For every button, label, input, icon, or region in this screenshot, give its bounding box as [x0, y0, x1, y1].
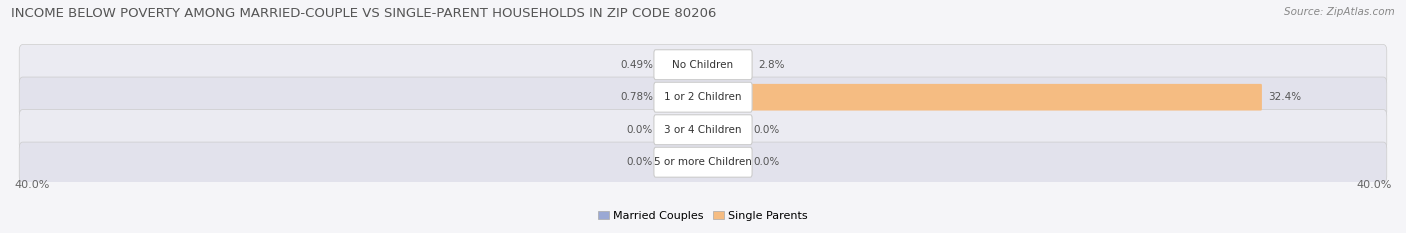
Text: 0.0%: 0.0%	[627, 125, 652, 135]
Text: 1 or 2 Children: 1 or 2 Children	[664, 92, 742, 102]
FancyBboxPatch shape	[702, 84, 1263, 110]
FancyBboxPatch shape	[659, 116, 704, 143]
FancyBboxPatch shape	[659, 51, 704, 78]
Text: 2.8%: 2.8%	[758, 60, 785, 70]
FancyBboxPatch shape	[20, 45, 1386, 85]
FancyBboxPatch shape	[659, 149, 704, 175]
Text: 0.0%: 0.0%	[627, 157, 652, 167]
Text: 40.0%: 40.0%	[1357, 180, 1392, 190]
Text: 0.78%: 0.78%	[620, 92, 652, 102]
FancyBboxPatch shape	[654, 147, 752, 177]
FancyBboxPatch shape	[654, 50, 752, 80]
Text: 0.49%: 0.49%	[620, 60, 652, 70]
FancyBboxPatch shape	[702, 149, 747, 175]
Legend: Married Couples, Single Parents: Married Couples, Single Parents	[593, 206, 813, 225]
FancyBboxPatch shape	[702, 51, 752, 78]
FancyBboxPatch shape	[702, 116, 747, 143]
FancyBboxPatch shape	[654, 115, 752, 145]
Text: Source: ZipAtlas.com: Source: ZipAtlas.com	[1284, 7, 1395, 17]
Text: 32.4%: 32.4%	[1268, 92, 1301, 102]
FancyBboxPatch shape	[20, 142, 1386, 182]
Text: INCOME BELOW POVERTY AMONG MARRIED-COUPLE VS SINGLE-PARENT HOUSEHOLDS IN ZIP COD: INCOME BELOW POVERTY AMONG MARRIED-COUPL…	[11, 7, 717, 20]
Text: 0.0%: 0.0%	[754, 157, 779, 167]
FancyBboxPatch shape	[20, 110, 1386, 150]
Text: 3 or 4 Children: 3 or 4 Children	[664, 125, 742, 135]
FancyBboxPatch shape	[659, 84, 704, 110]
FancyBboxPatch shape	[20, 77, 1386, 117]
Text: 5 or more Children: 5 or more Children	[654, 157, 752, 167]
Text: No Children: No Children	[672, 60, 734, 70]
Text: 40.0%: 40.0%	[14, 180, 49, 190]
Text: 0.0%: 0.0%	[754, 125, 779, 135]
FancyBboxPatch shape	[654, 82, 752, 112]
